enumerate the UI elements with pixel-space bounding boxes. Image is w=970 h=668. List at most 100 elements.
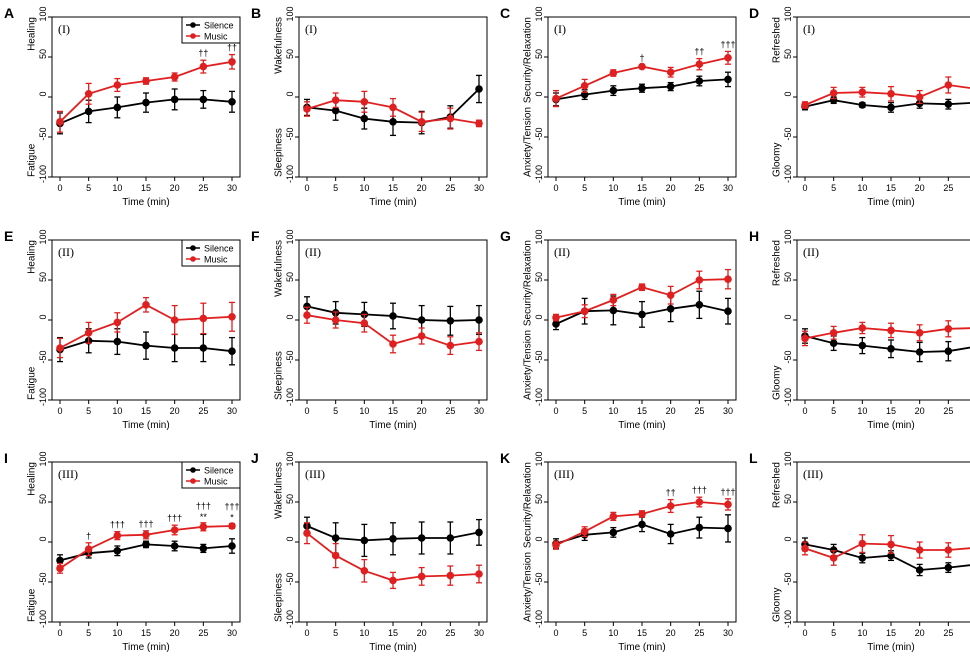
significance-mark: ††† [138, 519, 153, 529]
x-axis-label: Time (min) [369, 642, 416, 653]
x-tick-label: 10 [112, 406, 122, 416]
data-point [695, 60, 704, 68]
data-point [84, 90, 93, 98]
x-tick-label: 10 [112, 183, 122, 193]
x-tick-label: 15 [886, 406, 896, 416]
data-point [609, 296, 618, 304]
x-axis-label: Time (min) [369, 197, 416, 208]
x-tick-label: 0 [802, 628, 807, 638]
phase-label: (III) [803, 467, 823, 481]
panel-f: F -100 -50 0 50 100 0 5 10 15 20 25 30 Time (min) Wake… [251, 228, 488, 431]
series-silence [801, 96, 970, 113]
x-tick-label: 0 [553, 628, 558, 638]
y-tick-label: 50 [285, 494, 295, 504]
data-point [228, 313, 236, 321]
data-point [580, 527, 589, 536]
significance-mark: ††† [167, 513, 182, 523]
x-tick-label: 20 [915, 628, 925, 638]
data-point [858, 539, 867, 548]
series-music [801, 534, 970, 566]
x-tick-label: 20 [666, 183, 676, 193]
y-tick-label: -50 [783, 127, 793, 140]
x-tick-label: 20 [915, 183, 925, 193]
data-point [552, 94, 560, 103]
panel-a: A -100 -50 0 50 100 0 5 10 15 20 25 30 Time (min) Heal… [4, 5, 241, 208]
data-point [331, 96, 340, 104]
x-tick-label: 10 [112, 628, 122, 638]
data-point [552, 320, 560, 328]
y-axis-bottom-label: Anxiety/Tension [523, 552, 534, 622]
data-point [142, 540, 150, 549]
data-point [446, 534, 455, 542]
data-point [170, 526, 179, 534]
x-tick-label: 30 [227, 628, 237, 638]
panel-b: B -100 -50 0 50 100 0 5 10 15 20 25 30 Time (min) Wake… [251, 5, 488, 208]
data-point [360, 567, 369, 575]
data-point [552, 541, 560, 550]
x-tick-label: 5 [582, 406, 587, 416]
data-point [389, 576, 397, 585]
y-tick-label: 50 [534, 272, 544, 282]
y-tick-label: 50 [534, 49, 544, 59]
data-point [228, 522, 236, 530]
significance-mark: ††† [224, 502, 239, 512]
axes-frame [298, 16, 488, 178]
series-music [56, 522, 236, 574]
data-point [475, 316, 483, 324]
panel-letter: L [749, 450, 758, 466]
significance-mark: ††† [692, 485, 707, 495]
data-point [170, 316, 179, 324]
y-tick-label: 100 [285, 451, 295, 466]
data-point [695, 276, 704, 284]
x-tick-label: 30 [474, 628, 484, 638]
panel-letter: K [500, 450, 510, 466]
legend-marker-music [190, 256, 196, 262]
legend-marker-silence [190, 467, 196, 473]
y-tick-label: -100 [38, 388, 48, 406]
data-point [829, 554, 838, 562]
y-tick-label: 100 [285, 6, 295, 21]
data-point [475, 337, 483, 346]
data-point [113, 103, 122, 112]
x-axis-label: Time (min) [122, 420, 169, 431]
significance-mark: ††† [720, 39, 735, 49]
panel-letter: A [4, 5, 14, 21]
phase-label: (III) [554, 467, 574, 481]
x-tick-label: 5 [86, 406, 91, 416]
series-silence [56, 328, 236, 366]
axes-frame [796, 239, 970, 401]
y-axis-top-label: Security/Relaxation [523, 240, 534, 326]
data-point [113, 337, 122, 346]
data-point [944, 563, 953, 572]
data-point [801, 334, 809, 343]
x-tick-label: 25 [694, 628, 704, 638]
y-tick-label: -50 [38, 127, 48, 140]
x-tick-label: 25 [445, 628, 455, 638]
data-point [695, 498, 704, 506]
data-point [113, 318, 122, 327]
x-tick-label: 15 [388, 183, 398, 193]
data-point [84, 545, 93, 554]
legend-label-silence: Silence [204, 244, 234, 254]
data-point [303, 529, 311, 538]
data-point [944, 325, 953, 333]
x-tick-label: 10 [359, 628, 369, 638]
data-point [858, 341, 867, 350]
panel-e: E -100 -50 0 50 100 0 5 10 15 20 25 30 Time (min) Heal… [4, 228, 241, 431]
x-tick-label: 20 [666, 406, 676, 416]
y-axis-top-label: Refreshed [772, 462, 783, 508]
data-point [199, 95, 208, 104]
legend-label-music: Music [204, 477, 228, 487]
y-axis-bottom-label: Sleepiness [274, 128, 285, 177]
x-tick-label: 15 [637, 183, 647, 193]
y-tick-label: -100 [38, 610, 48, 628]
data-point [446, 317, 455, 325]
y-axis-top-label: Wakefulness [274, 462, 285, 519]
legend-box [181, 461, 241, 489]
panel-c: C -100 -50 0 50 100 0 5 10 15 20 25 30 Time (min) Secu… [500, 5, 737, 208]
data-point [417, 572, 426, 581]
data-point [724, 307, 732, 316]
data-point [858, 88, 867, 96]
data-point [666, 82, 675, 91]
